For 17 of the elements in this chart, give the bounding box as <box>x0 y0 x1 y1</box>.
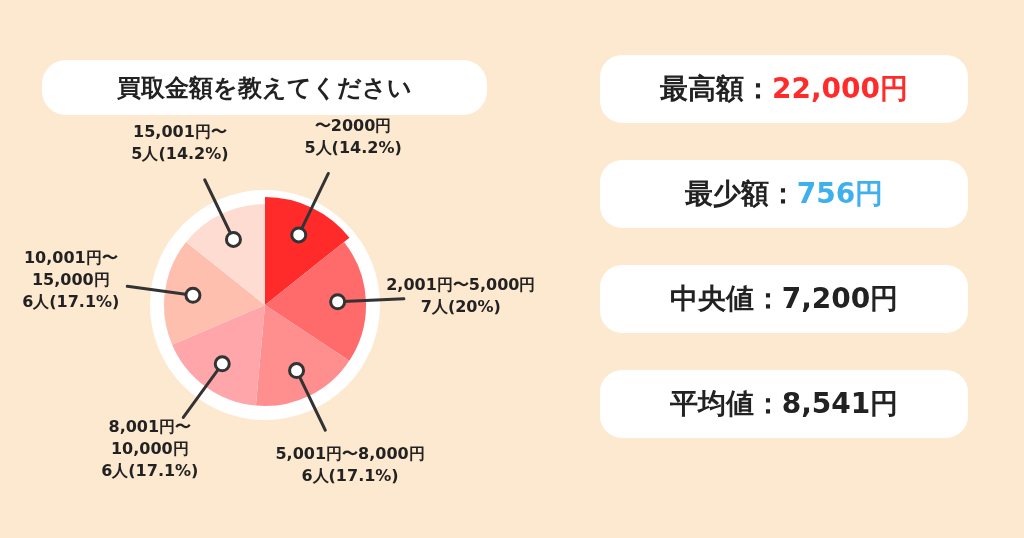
slice-label: 5,001円〜8,000円 <box>275 444 425 464</box>
data-label: 6人(17.1%) <box>22 292 120 312</box>
slice-label: 8,001円〜10,000円 <box>108 416 192 458</box>
data-label: 5人(14.2%) <box>304 137 402 157</box>
text: 最少額：756円 <box>684 176 884 212</box>
slice-label: 15,001円〜 <box>133 121 227 141</box>
slice-label: 2,001円〜5,000円 <box>386 275 536 295</box>
data-label: 5人(14.2%) <box>131 143 229 163</box>
slice-label: 〜2000円 <box>314 115 392 135</box>
chart-title: 買取金額を教えてください <box>42 60 487 115</box>
text: 最高額：22,000円 <box>659 71 909 107</box>
data-label: 6人(17.1%) <box>101 460 199 480</box>
data-label: 6人(17.1%) <box>301 466 399 486</box>
slice-label: 10,001円〜15,000円 <box>23 248 118 290</box>
text: 中央値：7,200円 <box>600 265 968 333</box>
text: 平均値：8,541円 <box>600 370 968 438</box>
data-label: 7人(20%) <box>420 297 501 317</box>
